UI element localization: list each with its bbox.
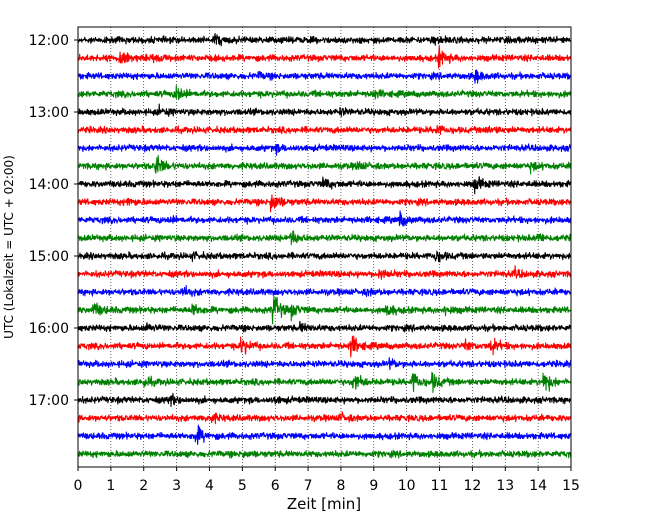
y-tick-label: 16:00 [29, 321, 69, 337]
trace-1615 [77, 335, 572, 358]
trace-1400 [77, 176, 572, 195]
y-tick-label: 13:00 [29, 105, 69, 121]
trace-1315 [77, 124, 572, 135]
trace-1430 [77, 210, 572, 227]
x-tick-label: 3 [172, 478, 181, 494]
x-tick-label: 1 [106, 478, 115, 494]
trace-1500 [77, 250, 572, 263]
x-tick-label: 7 [304, 478, 313, 494]
x-axis-label: Zeit [min] [287, 495, 361, 513]
trace-1630 [77, 357, 572, 371]
trace-1445 [77, 230, 572, 246]
trace-1600 [77, 320, 572, 333]
x-tick-label: 13 [496, 478, 514, 494]
trace-1215 [77, 45, 572, 69]
trace-1300 [77, 103, 572, 118]
trace-1415 [77, 194, 572, 213]
trace-1745 [77, 449, 572, 459]
y-axis-ticks: 12:00 13:00 14:00 15:00 16:00 17:00 [29, 33, 78, 409]
trace-series [77, 32, 572, 459]
x-tick-label: 15 [562, 478, 580, 494]
trace-1545 [77, 295, 572, 325]
x-tick-label: 10 [398, 478, 416, 494]
trace-1515 [77, 265, 572, 280]
trace-1730 [77, 424, 572, 445]
trace-1530 [77, 285, 572, 298]
x-tick-label: 6 [271, 478, 280, 494]
x-tick-label: 2 [139, 478, 148, 494]
trace-1715 [77, 411, 572, 425]
x-tick-label: 9 [369, 478, 378, 494]
trace-1330 [77, 143, 572, 156]
y-tick-label: 15:00 [29, 249, 69, 265]
x-tick-label: 4 [205, 478, 214, 494]
x-tick-label: 8 [336, 478, 345, 494]
y-tick-label: 12:00 [29, 33, 69, 49]
y-tick-label: 17:00 [29, 393, 69, 409]
x-tick-label: 12 [463, 478, 481, 494]
trace-1230 [77, 69, 572, 84]
x-tick-label: 14 [529, 478, 547, 494]
x-tick-label: 5 [238, 478, 247, 494]
trace-1645 [77, 371, 572, 394]
trace-1345 [77, 154, 572, 175]
x-axis-ticks: 0 1 2 3 4 5 6 7 8 9 10 11 12 13 14 15 [74, 467, 580, 494]
plot-frame [77, 26, 572, 468]
trace-1245 [77, 85, 572, 100]
x-tick-label: 0 [74, 478, 83, 494]
trace-1700 [77, 392, 572, 408]
y-axis-label: UTC (Lokalzeit = UTC + 02:00) [2, 155, 16, 339]
trace-1200 [77, 32, 572, 47]
y-tick-label: 14:00 [29, 177, 69, 193]
x-tick-label: 11 [431, 478, 449, 494]
